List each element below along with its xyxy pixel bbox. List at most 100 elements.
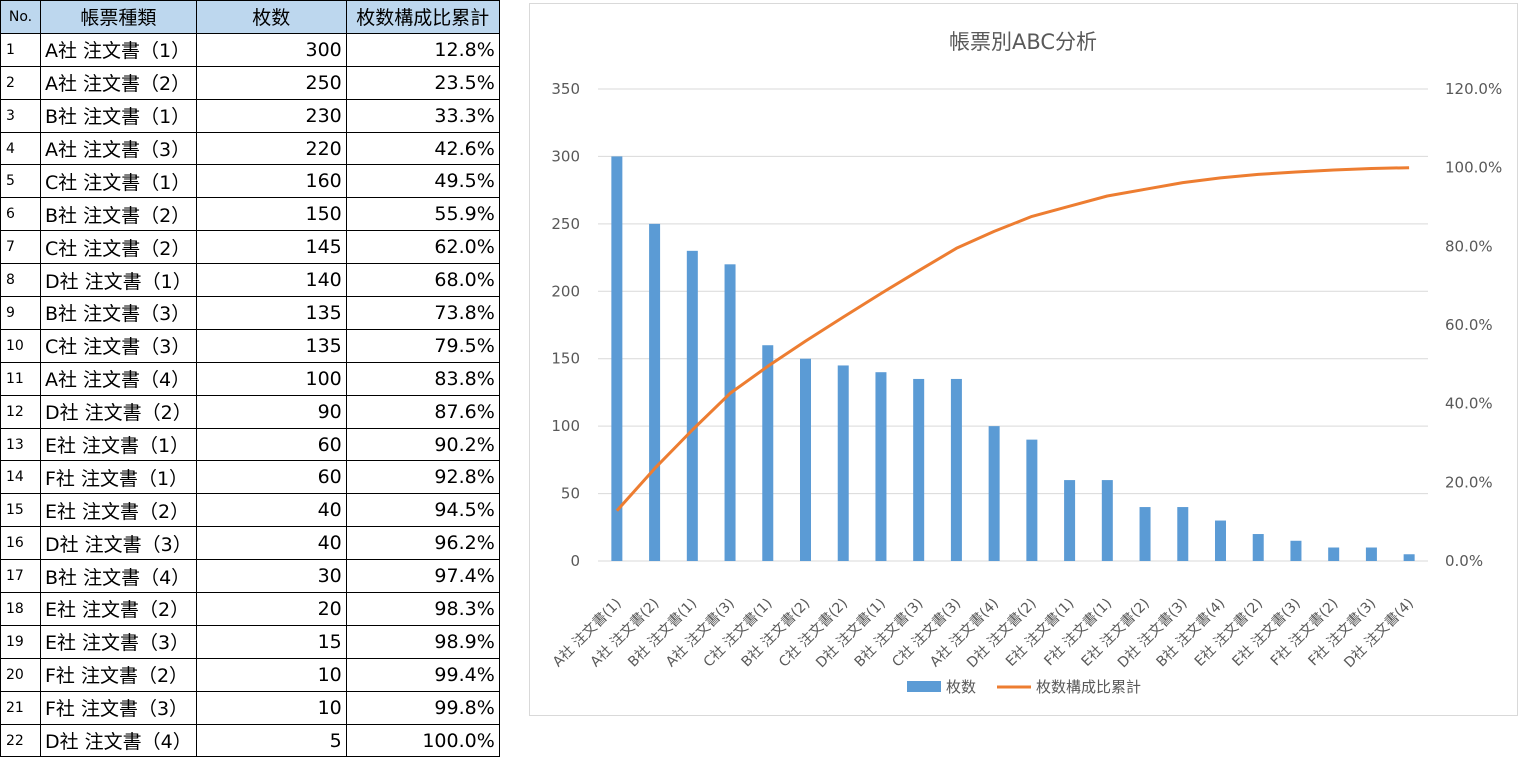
row-form-type[interactable]: E社 注文書（3）: [40, 624, 197, 659]
row-form-type[interactable]: D社 注文書（2）: [40, 394, 197, 429]
row-form-type[interactable]: F社 注文書（3）: [40, 690, 197, 725]
row-no[interactable]: 13: [0, 427, 41, 462]
row-no[interactable]: 19: [0, 624, 41, 659]
row-no[interactable]: 10: [0, 328, 41, 363]
row-cumulative-ratio[interactable]: 100.0%: [345, 723, 500, 758]
row-no[interactable]: 3: [0, 98, 41, 133]
row-form-type[interactable]: E社 注文書（2）: [40, 592, 197, 626]
row-cumulative-ratio[interactable]: 98.3%: [345, 592, 500, 626]
row-no[interactable]: 16: [0, 526, 41, 561]
bar[interactable]: [988, 426, 1000, 561]
row-form-type[interactable]: D社 注文書（1）: [40, 263, 197, 298]
row-count[interactable]: 40: [195, 493, 347, 528]
bar[interactable]: [950, 378, 962, 561]
row-no[interactable]: 7: [0, 230, 41, 265]
row-count[interactable]: 20: [195, 592, 347, 626]
row-count[interactable]: 230: [195, 98, 347, 133]
bar[interactable]: [1177, 507, 1189, 561]
row-no[interactable]: 2: [0, 65, 41, 100]
row-form-type[interactable]: B社 注文書（2）: [40, 197, 197, 232]
row-form-type[interactable]: C社 注文書（1）: [40, 164, 197, 199]
row-count[interactable]: 40: [195, 526, 347, 561]
row-count[interactable]: 160: [195, 164, 347, 199]
header-no[interactable]: No.: [0, 0, 41, 34]
row-no[interactable]: 14: [0, 460, 41, 495]
bar[interactable]: [1064, 480, 1076, 561]
row-count[interactable]: 60: [195, 427, 347, 462]
row-no[interactable]: 9: [0, 296, 41, 330]
bar[interactable]: [1328, 547, 1340, 561]
row-no[interactable]: 21: [0, 690, 41, 725]
bar[interactable]: [913, 378, 925, 561]
header-form-type[interactable]: 帳票種類: [40, 0, 197, 34]
row-cumulative-ratio[interactable]: 90.2%: [345, 427, 500, 462]
row-cumulative-ratio[interactable]: 99.4%: [345, 657, 500, 692]
row-no[interactable]: 11: [0, 361, 41, 396]
row-count[interactable]: 145: [195, 230, 347, 265]
bar[interactable]: [686, 250, 698, 562]
row-count[interactable]: 135: [195, 296, 347, 330]
row-form-type[interactable]: B社 注文書（4）: [40, 559, 197, 594]
chart-area[interactable]: 帳票別ABC分析 0 50 100 150 200 250 300 350 0.0% 20.0% 4…: [529, 3, 1518, 716]
row-cumulative-ratio[interactable]: 49.5%: [345, 164, 500, 199]
row-form-type[interactable]: D社 注文書（4）: [40, 723, 197, 758]
bar[interactable]: [1026, 439, 1038, 561]
bar[interactable]: [875, 372, 887, 561]
row-cumulative-ratio[interactable]: 23.5%: [345, 65, 500, 100]
bar[interactable]: [1403, 554, 1415, 561]
row-form-type[interactable]: E社 注文書（1）: [40, 427, 197, 462]
row-no[interactable]: 17: [0, 559, 41, 594]
row-no[interactable]: 6: [0, 197, 41, 232]
bar[interactable]: [800, 358, 811, 561]
bar[interactable]: [724, 264, 736, 561]
row-form-type[interactable]: B社 注文書（1）: [40, 98, 197, 133]
row-cumulative-ratio[interactable]: 83.8%: [345, 361, 500, 396]
row-cumulative-ratio[interactable]: 97.4%: [345, 559, 500, 594]
row-cumulative-ratio[interactable]: 87.6%: [345, 394, 500, 429]
row-count[interactable]: 10: [195, 657, 347, 692]
bar[interactable]: [1215, 520, 1226, 561]
row-cumulative-ratio[interactable]: 79.5%: [345, 328, 500, 363]
row-count[interactable]: 90: [195, 394, 347, 429]
row-cumulative-ratio[interactable]: 42.6%: [345, 131, 500, 166]
row-count[interactable]: 60: [195, 460, 347, 495]
row-form-type[interactable]: C社 注文書（2）: [40, 230, 197, 265]
row-cumulative-ratio[interactable]: 12.8%: [345, 32, 500, 67]
row-form-type[interactable]: E社 注文書（2）: [40, 493, 197, 528]
bar[interactable]: [649, 223, 661, 561]
row-count[interactable]: 5: [195, 723, 347, 758]
bar[interactable]: [1252, 534, 1264, 561]
bar[interactable]: [1101, 480, 1113, 561]
row-no[interactable]: 12: [0, 394, 41, 429]
row-cumulative-ratio[interactable]: 96.2%: [345, 526, 500, 561]
row-count[interactable]: 30: [195, 559, 347, 594]
row-cumulative-ratio[interactable]: 94.5%: [345, 493, 500, 528]
row-no[interactable]: 8: [0, 263, 41, 298]
header-cumulative-ratio[interactable]: 枚数構成比累計: [345, 0, 500, 34]
row-cumulative-ratio[interactable]: 68.0%: [345, 263, 500, 298]
bar[interactable]: [611, 156, 623, 561]
row-form-type[interactable]: A社 注文書（1）: [40, 32, 197, 67]
bar[interactable]: [762, 345, 774, 561]
row-form-type[interactable]: B社 注文書（3）: [40, 296, 197, 330]
row-no[interactable]: 18: [0, 592, 41, 626]
row-cumulative-ratio[interactable]: 62.0%: [345, 230, 500, 265]
row-count[interactable]: 300: [195, 32, 347, 67]
row-form-type[interactable]: D社 注文書（3）: [40, 526, 197, 561]
row-count[interactable]: 140: [195, 263, 347, 298]
row-cumulative-ratio[interactable]: 92.8%: [345, 460, 500, 495]
header-count[interactable]: 枚数: [195, 0, 347, 34]
row-form-type[interactable]: F社 注文書（2）: [40, 657, 197, 692]
row-cumulative-ratio[interactable]: 99.8%: [345, 690, 500, 725]
row-cumulative-ratio[interactable]: 33.3%: [345, 98, 500, 133]
bar[interactable]: [837, 365, 849, 561]
row-no[interactable]: 1: [0, 32, 41, 67]
bar[interactable]: [1290, 540, 1302, 561]
row-no[interactable]: 20: [0, 657, 41, 692]
row-cumulative-ratio[interactable]: 55.9%: [345, 197, 500, 232]
row-count[interactable]: 220: [195, 131, 347, 166]
row-count[interactable]: 10: [195, 690, 347, 725]
row-no[interactable]: 4: [0, 131, 41, 166]
row-cumulative-ratio[interactable]: 73.8%: [345, 296, 500, 330]
row-form-type[interactable]: F社 注文書（1）: [40, 460, 197, 495]
